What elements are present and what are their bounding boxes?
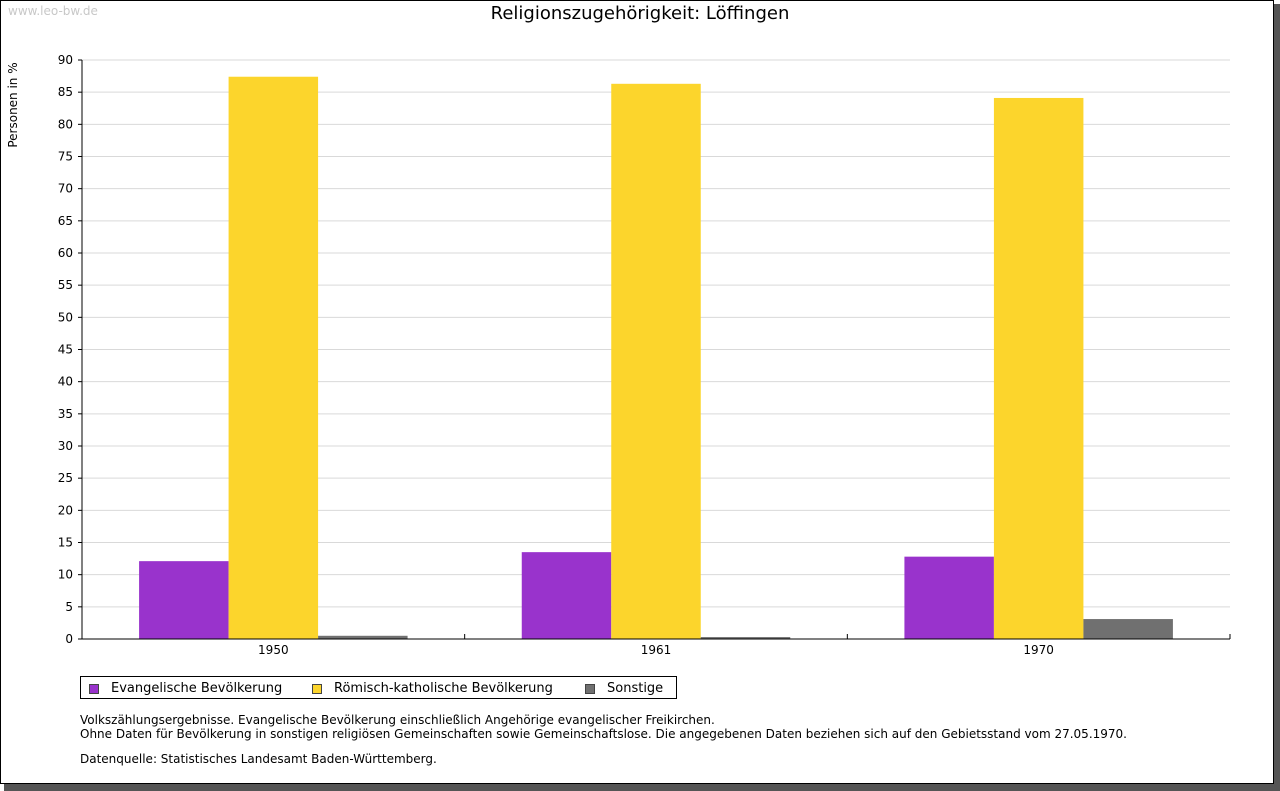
note-line-2: Ohne Daten für Bevölkerung in sonstigen …: [80, 727, 1127, 741]
legend-label-evangelisch: Evangelische Bevölkerung: [111, 681, 283, 696]
y-tick-label: 75: [58, 150, 73, 164]
y-tick-label: 90: [58, 53, 73, 67]
y-tick-label: 70: [58, 182, 73, 196]
y-tick-label: 60: [58, 246, 73, 260]
y-tick-label: 35: [58, 407, 73, 421]
bar-evangelische-1950: [139, 561, 229, 639]
bar-sonstige-1970: [1083, 619, 1173, 639]
chart-notes: Volkszählungsergebnisse. Evangelische Be…: [80, 713, 1127, 741]
y-tick-label: 15: [58, 536, 73, 550]
x-tick-label: 1970: [1023, 643, 1054, 657]
legend-swatch-katholisch: [312, 683, 322, 694]
legend-item-evangelisch: Evangelische Bevölkerung: [89, 681, 282, 696]
frame-shadow-bottom: [4, 784, 1280, 791]
y-tick-label: 40: [58, 375, 73, 389]
y-tick-label: 30: [58, 439, 73, 453]
legend: Evangelische Bevölkerung Römisch-katholi…: [80, 676, 677, 699]
chart-title: Religionszugehörigkeit: Löffingen: [490, 3, 790, 24]
legend-item-sonstige: Sonstige: [585, 681, 663, 696]
bar-rmischkatholische-1961: [611, 83, 701, 639]
bar-sonstige-1961: [700, 637, 791, 639]
legend-swatch-sonstige: [585, 683, 595, 694]
y-tick-label: 25: [58, 471, 73, 485]
bar-rmischkatholische-1950: [228, 76, 319, 639]
bar-rmischkatholische-1970: [993, 97, 1084, 639]
bar-sonstige-1950: [318, 635, 408, 639]
y-tick-label: 0: [65, 632, 73, 646]
y-tick-label: 45: [58, 343, 73, 357]
y-tick-label: 85: [58, 85, 73, 99]
legend-label-katholisch: Römisch-katholische Bevölkerung: [334, 681, 553, 696]
bar-evangelische-1970: [904, 556, 994, 639]
x-tick-label: 1961: [641, 643, 672, 657]
y-tick-label: 20: [58, 503, 73, 517]
y-tick-label: 80: [58, 117, 73, 131]
legend-swatch-evangelisch: [89, 683, 99, 694]
note-line-1: Volkszählungsergebnisse. Evangelische Be…: [80, 713, 715, 727]
bar-chart: 0 5 10 15 20 25 30 35 40 45 50 55 60 65 70 75 80 85 90 1950…: [58, 53, 1231, 657]
y-tick-label: 5: [65, 600, 73, 614]
y-tick-label: 65: [58, 214, 73, 228]
x-tick-label: 1950: [258, 643, 289, 657]
legend-label-sonstige: Sonstige: [607, 681, 664, 696]
frame-shadow-right: [1274, 4, 1280, 791]
data-source: Datenquelle: Statistisches Landesamt Bad…: [80, 752, 437, 766]
legend-item-katholisch: Römisch-katholische Bevölkerung: [312, 681, 553, 696]
watermark: www.leo-bw.de: [8, 4, 98, 18]
y-tick-label: 10: [58, 568, 73, 582]
y-tick-label: 50: [58, 310, 73, 324]
bar-evangelische-1961: [521, 552, 612, 639]
y-tick-label: 55: [58, 278, 73, 292]
